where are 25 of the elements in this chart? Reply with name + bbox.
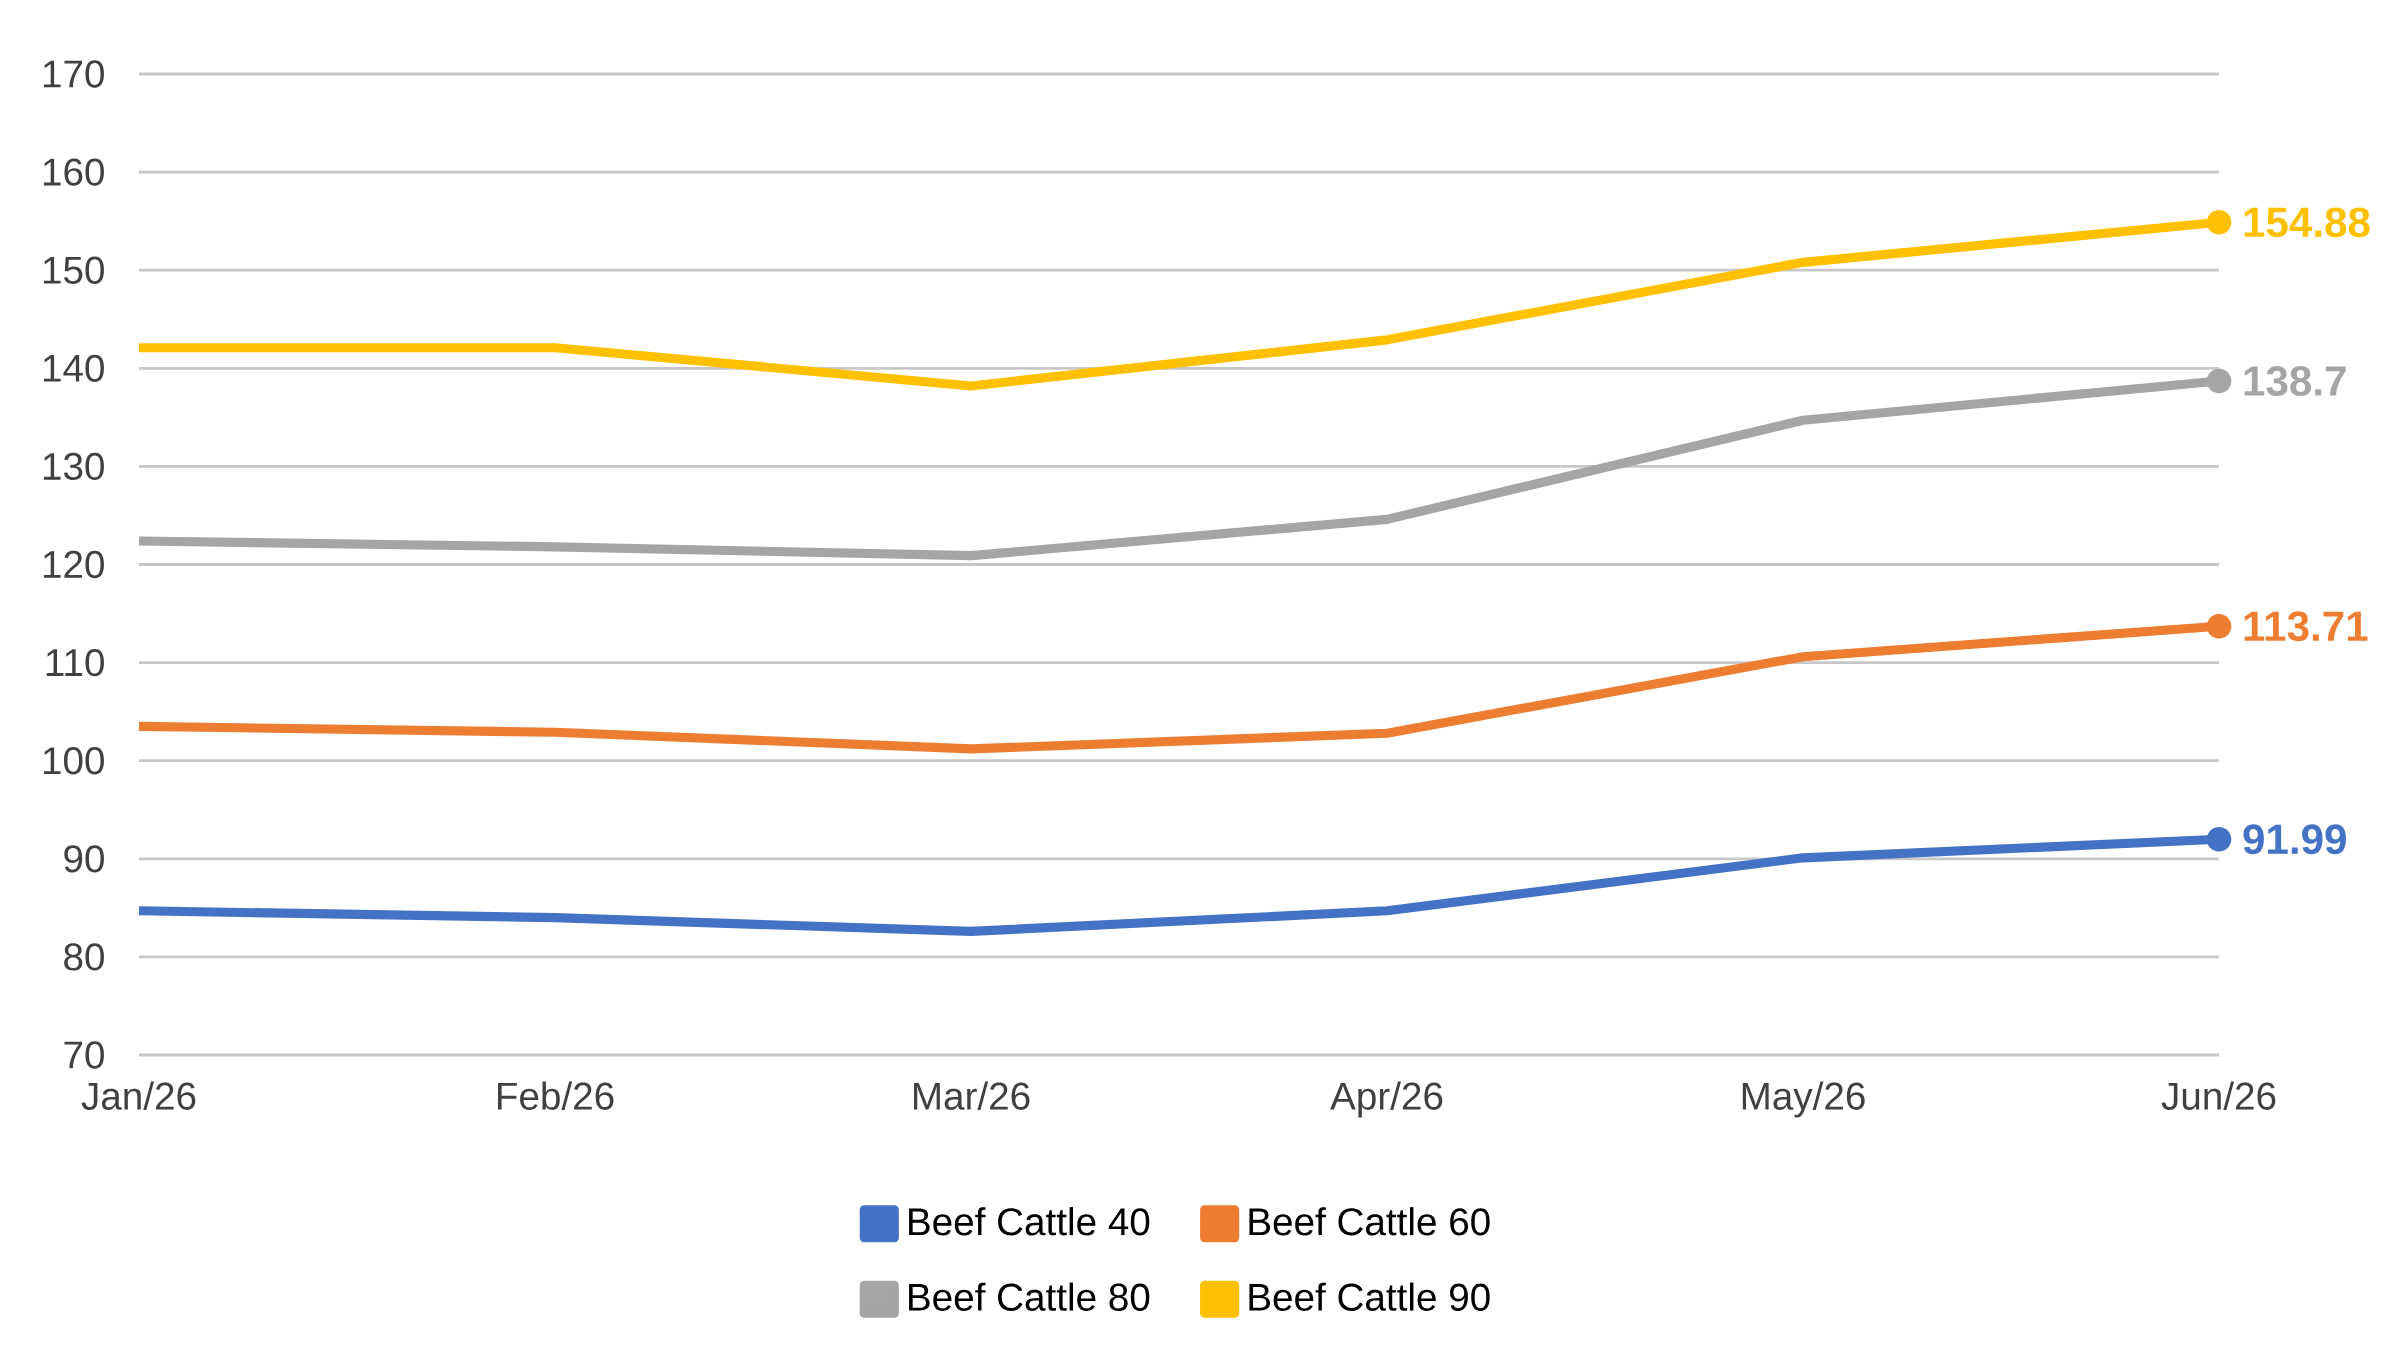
legend-label: Beef Cattle 40 (909, 1207, 1150, 1236)
y-tick-label: 90 (64, 845, 104, 873)
x-tick-label: Jan/26 (81, 1081, 196, 1110)
data-label: 138.7 (2244, 366, 2346, 397)
y-tick-label: 140 (43, 354, 104, 382)
x-tick-label: Mar/26 (914, 1081, 1030, 1110)
y-tick-label: 170 (43, 60, 104, 88)
x-tick-label: Apr/26 (1330, 1081, 1443, 1118)
x-tick-label: May/26 (1742, 1081, 1865, 1118)
x-tick-label: Jun/26 (2161, 1081, 2276, 1110)
y-tick-label: 130 (43, 452, 104, 481)
y-tick-label: 160 (43, 158, 104, 186)
legend-label: Beef Cattle 80 (909, 1282, 1150, 1311)
data-label: 113.71 (2244, 611, 2368, 642)
y-tick-label: 150 (43, 256, 104, 284)
legend-label: Beef Cattle 60 (1249, 1207, 1490, 1236)
y-tick-label: 100 (43, 747, 104, 775)
data-label: 91.99 (2243, 824, 2346, 855)
data-label: 154.88 (2244, 207, 2370, 238)
x-tick-label: Feb/26 (498, 1081, 614, 1110)
y-tick-label: 80 (64, 943, 104, 971)
y-tick-label: 70 (64, 1041, 104, 1069)
y-tick-label: 110 (46, 648, 104, 677)
y-tick-label: 120 (43, 550, 104, 579)
legend-label: Beef Cattle 90 (1249, 1282, 1490, 1311)
